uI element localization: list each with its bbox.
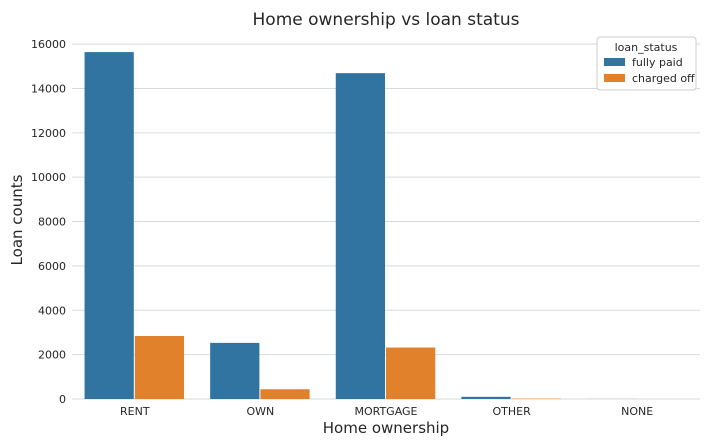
x-tick-labels: RENT OWN MORTGAGE OTHER NONE (120, 405, 653, 418)
gridlines (72, 43, 700, 400)
bar (335, 73, 385, 399)
x-tick-label: OWN (247, 405, 275, 418)
y-tick-labels: 0 2000 4000 6000 8000 10000 12000 14000 16000 (31, 38, 66, 406)
y-tick-label: 6000 (38, 260, 66, 273)
legend-swatch (604, 58, 625, 66)
y-tick-label: 10000 (31, 171, 66, 184)
y-tick-label: 0 (59, 393, 66, 406)
legend-entry-label: fully paid (632, 56, 683, 69)
bar (461, 396, 511, 399)
y-tick-label: 4000 (38, 304, 66, 317)
bars (84, 52, 637, 400)
x-tick-label: OTHER (492, 405, 531, 418)
y-tick-label: 16000 (31, 38, 66, 51)
y-tick-label: 2000 (38, 349, 66, 362)
chart-title: Home ownership vs loan status (253, 10, 520, 30)
x-tick-label: NONE (621, 405, 653, 418)
x-tick-label: RENT (120, 405, 150, 418)
legend: loan_status fully paid charged off (596, 36, 697, 91)
bar (134, 336, 185, 399)
bar (84, 52, 134, 400)
legend-entry-label: charged off (632, 72, 695, 85)
bar (210, 342, 260, 399)
bar (386, 347, 436, 399)
y-tick-label: 14000 (31, 82, 66, 95)
plot-area: RENT OWN MORTGAGE OTHER NONE 0 2000 4000 6000 80… (31, 33, 700, 418)
bar (260, 389, 310, 399)
legend-title: loan_status (615, 41, 678, 54)
legend-entries: fully paid charged off (604, 56, 695, 85)
x-axis-label: Home ownership (323, 419, 449, 437)
x-tick-label: MORTGAGE (354, 405, 417, 418)
y-tick-label: 12000 (31, 127, 66, 140)
y-tick-label: 8000 (38, 216, 66, 229)
y-axis-label: Loan counts (8, 174, 26, 265)
legend-swatch (604, 74, 625, 82)
